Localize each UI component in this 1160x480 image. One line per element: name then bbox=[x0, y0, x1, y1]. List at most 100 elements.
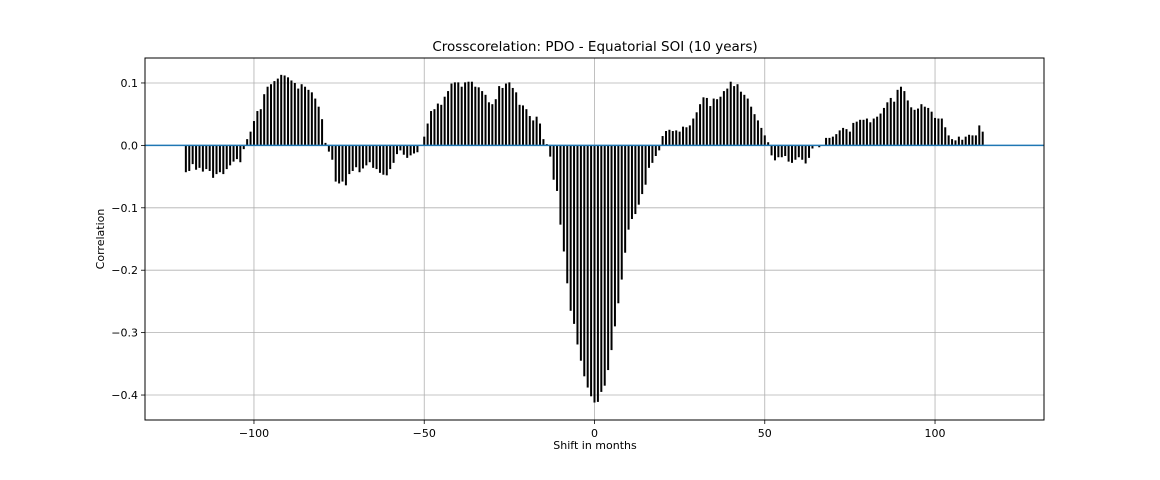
correlation-bar bbox=[770, 145, 773, 156]
correlation-bar bbox=[760, 127, 763, 146]
correlation-bar bbox=[654, 145, 657, 156]
correlation-bar bbox=[358, 145, 361, 173]
correlation-bar bbox=[978, 125, 981, 146]
correlation-bar bbox=[756, 120, 759, 146]
correlation-bar bbox=[436, 103, 439, 146]
correlation-bar bbox=[392, 145, 395, 163]
correlation-bar bbox=[719, 96, 722, 146]
correlation-bar bbox=[372, 145, 375, 168]
correlation-bar bbox=[596, 145, 599, 402]
correlation-bar bbox=[661, 136, 664, 146]
correlation-bar bbox=[413, 145, 416, 154]
correlation-bar bbox=[954, 140, 957, 146]
correlation-bar bbox=[879, 113, 882, 146]
correlation-bar bbox=[521, 105, 524, 146]
y-tick-label: −0.4 bbox=[111, 389, 138, 402]
correlation-bar bbox=[906, 100, 909, 146]
correlation-bar bbox=[229, 145, 232, 166]
correlation-bar bbox=[634, 145, 637, 215]
correlation-bar bbox=[212, 145, 215, 178]
correlation-bar bbox=[382, 145, 385, 175]
correlation-bar bbox=[266, 86, 269, 146]
correlation-bar bbox=[951, 139, 954, 146]
correlation-bar bbox=[559, 145, 562, 225]
correlation-bar bbox=[249, 131, 252, 146]
correlation-bar bbox=[957, 136, 960, 146]
correlation-bar bbox=[532, 120, 535, 146]
correlation-bar bbox=[246, 139, 249, 146]
correlation-bar bbox=[348, 145, 351, 175]
correlation-bar bbox=[705, 97, 708, 146]
y-tick-label: −0.2 bbox=[111, 264, 138, 277]
x-axis-ticks: −100 −50 0 50 100 bbox=[239, 420, 946, 440]
correlation-bar bbox=[835, 134, 838, 146]
correlation-bar bbox=[252, 121, 255, 146]
correlation-bar bbox=[283, 75, 286, 146]
correlation-bar bbox=[930, 111, 933, 146]
y-axis-label: Correlation bbox=[94, 209, 107, 270]
correlation-bar bbox=[511, 87, 514, 146]
correlation-bar bbox=[675, 130, 678, 146]
correlation-bar bbox=[280, 74, 283, 146]
correlation-bar bbox=[351, 145, 354, 171]
correlation-bar bbox=[647, 145, 650, 168]
correlation-bar bbox=[297, 88, 300, 146]
correlation-bar bbox=[552, 145, 555, 180]
correlation-bar bbox=[767, 142, 770, 146]
correlation-bar bbox=[848, 131, 851, 146]
correlation-bar bbox=[409, 145, 412, 156]
correlation-bar bbox=[692, 118, 695, 146]
y-tick-label: 0.1 bbox=[121, 77, 139, 90]
correlation-bar bbox=[269, 84, 272, 146]
correlation-bar bbox=[753, 114, 756, 146]
correlation-bar bbox=[620, 145, 623, 280]
correlation-bar bbox=[324, 142, 327, 146]
correlation-bar bbox=[590, 145, 593, 397]
correlation-bar bbox=[256, 111, 259, 146]
correlation-bar bbox=[791, 145, 794, 163]
correlation-bar bbox=[624, 145, 627, 253]
correlation-bar bbox=[818, 145, 821, 148]
correlation-bar bbox=[385, 145, 388, 176]
correlation-bar bbox=[685, 127, 688, 146]
correlation-bar bbox=[855, 121, 858, 146]
correlation-bar bbox=[665, 131, 668, 146]
correlation-bar bbox=[426, 123, 429, 146]
correlation-bar bbox=[910, 107, 913, 146]
correlation-bar bbox=[961, 139, 964, 146]
correlation-bar bbox=[481, 91, 484, 146]
correlation-bar bbox=[937, 118, 940, 146]
correlation-bar bbox=[215, 145, 218, 175]
correlation-bar bbox=[702, 97, 705, 146]
correlation-bar bbox=[235, 145, 238, 160]
correlation-bar bbox=[198, 145, 201, 168]
correlation-bar bbox=[368, 145, 371, 163]
correlation-bar bbox=[556, 145, 559, 191]
correlation-bar bbox=[528, 116, 531, 146]
correlation-bar bbox=[487, 102, 490, 146]
correlation-bar bbox=[971, 135, 974, 146]
correlation-bar bbox=[225, 145, 228, 170]
x-tick-label: 50 bbox=[758, 427, 772, 440]
correlation-bar bbox=[549, 145, 552, 157]
correlation-bar bbox=[583, 145, 586, 377]
correlation-bar bbox=[569, 145, 572, 311]
correlation-bar bbox=[293, 82, 296, 146]
correlation-bar bbox=[787, 145, 790, 162]
correlation-bar bbox=[920, 104, 923, 146]
correlation-bar bbox=[872, 118, 875, 146]
correlation-bar bbox=[712, 98, 715, 146]
correlation-bar bbox=[944, 127, 947, 146]
correlation-bar bbox=[338, 145, 341, 184]
correlation-bar bbox=[831, 136, 834, 146]
correlation-bar bbox=[188, 145, 191, 171]
correlation-bar bbox=[896, 89, 899, 146]
correlation-bar bbox=[573, 145, 576, 324]
correlation-bar bbox=[876, 116, 879, 146]
correlation-bar bbox=[453, 82, 456, 146]
correlation-bar bbox=[310, 92, 313, 146]
correlation-bar bbox=[460, 86, 463, 146]
correlation-bar bbox=[842, 127, 845, 146]
correlation-bar bbox=[709, 106, 712, 146]
correlation-bar bbox=[923, 106, 926, 146]
